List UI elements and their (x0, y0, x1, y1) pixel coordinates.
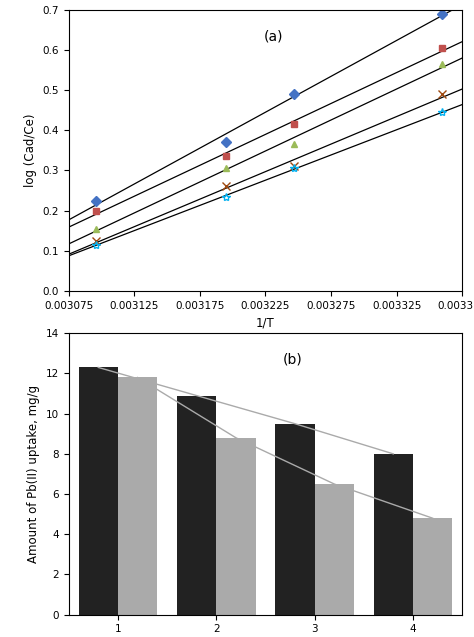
24.8 mg/L (93, 197, 99, 204)
148.2 mg/L (292, 162, 297, 170)
148.2 mg/L (439, 90, 445, 98)
Line: 48.3 mg/L: 48.3 mg/L (93, 45, 446, 214)
148.2 mg/L (93, 237, 99, 245)
186.7 mg/L (223, 193, 229, 201)
Line: 24.8 mg/L: 24.8 mg/L (93, 10, 446, 204)
Line: 148.2 mg/L: 148.2 mg/L (92, 90, 447, 245)
96.3 mg/L (223, 164, 229, 172)
Y-axis label: Amount of Pb(II) uptake, mg/g: Amount of Pb(II) uptake, mg/g (27, 385, 40, 563)
Bar (216, 438, 255, 615)
Bar (374, 454, 413, 615)
186.7 mg/L (292, 164, 297, 172)
X-axis label: 1/T: 1/T (256, 317, 275, 329)
Bar (118, 378, 157, 615)
48.3 mg/L (223, 152, 229, 160)
Legend: 24.8 mg/L, 48.3 mg/L, 96.3 mg/L, 148.2 mg/L, 186.7 mg/L: 24.8 mg/L, 48.3 mg/L, 96.3 mg/L, 148.2 m… (88, 358, 443, 376)
24.8 mg/L (292, 90, 297, 98)
186.7 mg/L (93, 241, 99, 248)
24.8 mg/L (439, 10, 445, 17)
148.2 mg/L (223, 183, 229, 190)
48.3 mg/L (439, 44, 445, 52)
48.3 mg/L (93, 207, 99, 215)
Bar (177, 396, 216, 615)
48.3 mg/L (292, 120, 297, 128)
96.3 mg/L (292, 140, 297, 148)
Line: 186.7 mg/L: 186.7 mg/L (92, 108, 447, 249)
24.8 mg/L (223, 138, 229, 146)
Text: (a): (a) (264, 29, 283, 43)
Bar (315, 484, 354, 615)
Bar (413, 519, 452, 615)
96.3 mg/L (93, 225, 99, 233)
Line: 96.3 mg/L: 96.3 mg/L (93, 61, 446, 232)
Bar (275, 424, 315, 615)
Bar (79, 368, 118, 615)
96.3 mg/L (439, 60, 445, 68)
186.7 mg/L (439, 108, 445, 116)
Text: (b): (b) (283, 353, 303, 367)
Y-axis label: log (Cad/Ce): log (Cad/Ce) (24, 113, 37, 187)
